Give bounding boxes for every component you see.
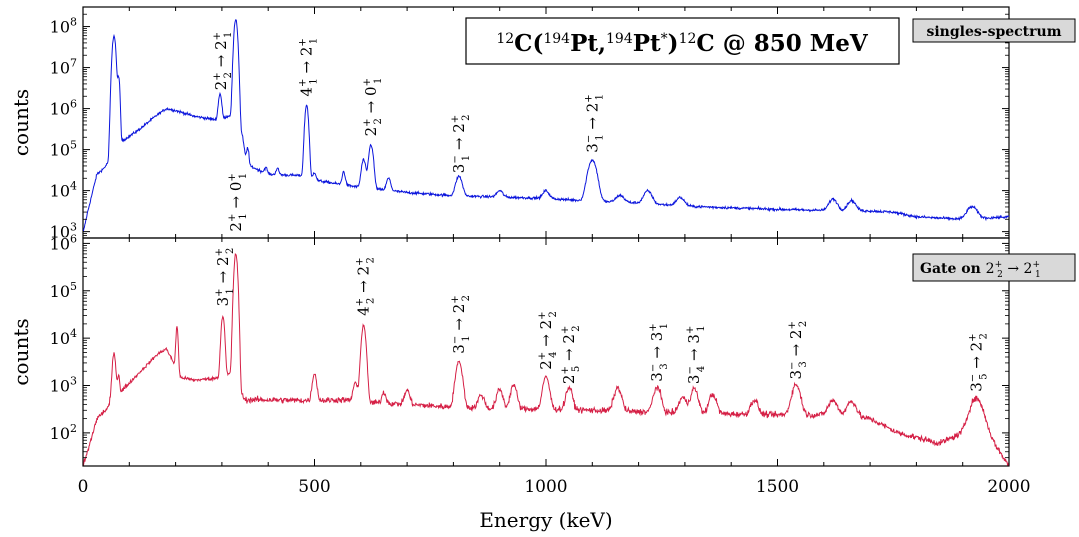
singles-spectrum-panel: 103 104 105 106 107 108 counts 2+2 → 2+1 4+1 → 2… — [9, 6, 1076, 242]
transition-label: 3−3 → 3+1 — [648, 323, 670, 382]
transition-label: 3−3 → 2+2 — [787, 321, 809, 380]
gated-ytick-label-3: 105 — [50, 280, 77, 301]
xlabel: Energy (keV) — [479, 508, 612, 532]
transition-label: 3−1 → 2+2 — [450, 114, 472, 173]
gated-ytick-label-2: 104 — [50, 327, 77, 348]
singles-ylabel: counts — [9, 89, 33, 156]
xtick-label-4: 2000 — [987, 477, 1030, 497]
gate-legend-label: Gate on 2+ 2 → 2+ 1 — [920, 260, 1041, 280]
gated-ylabel: counts — [9, 318, 33, 385]
transition-label: 2+1 → 0+1 — [227, 173, 249, 232]
transition-label: 3−1 → 2+1 — [583, 94, 605, 153]
transition-label: 2+2 → 0+1 — [362, 78, 384, 137]
transition-label: 3−4 → 3+1 — [685, 325, 707, 384]
transition-label: 4+2 → 2+2 — [355, 257, 377, 316]
xtick-label-1: 500 — [298, 477, 330, 497]
singles-ytick-label-3: 106 — [50, 98, 77, 119]
transition-label: 4+1 → 2+1 — [298, 38, 320, 97]
gated-ytick-label-1: 103 — [50, 375, 77, 396]
singles-ytick-label-0: 103 — [50, 221, 77, 242]
xtick-label-2: 1000 — [524, 477, 567, 497]
transition-label: 2+5 → 2+2 — [560, 325, 582, 384]
gated-ytick-label-4: 106 — [50, 232, 77, 253]
singles-legend-box — [912, 18, 1076, 43]
singles-ytick-label-1: 104 — [50, 180, 77, 201]
singles-legend-label: singles-spectrum — [926, 24, 1061, 40]
transition-label: 3+1 → 2+2 — [214, 248, 236, 307]
transition-label: 3−5 → 2+2 — [968, 333, 990, 392]
gated-spectrum-line — [82, 253, 1010, 467]
transition-label: 2+4 → 2+2 — [537, 311, 559, 370]
singles-ytick-label-5: 108 — [50, 16, 77, 37]
singles-ytick-label-2: 105 — [50, 139, 77, 160]
title-box — [465, 17, 900, 65]
xtick-label-3: 1500 — [756, 477, 799, 497]
transition-label: 2+2 → 2+1 — [212, 32, 234, 91]
singles-spectrum-line — [82, 18, 1010, 233]
xtick-label-0: 0 — [78, 477, 89, 497]
gate-legend-box — [912, 253, 1076, 282]
chart-title: 12C(194Pt,194Pt*)12C @ 850 MeV — [496, 30, 869, 57]
transition-label: 3−1 → 2+2 — [450, 295, 472, 354]
gated-spectrum-panel: 102 103 104 105 106 counts 3+1 → 2+2 2+1 → 0+1 4… — [9, 156, 1076, 532]
gated-ytick-label-0: 102 — [50, 422, 77, 443]
singles-ytick-label-4: 107 — [50, 57, 77, 78]
